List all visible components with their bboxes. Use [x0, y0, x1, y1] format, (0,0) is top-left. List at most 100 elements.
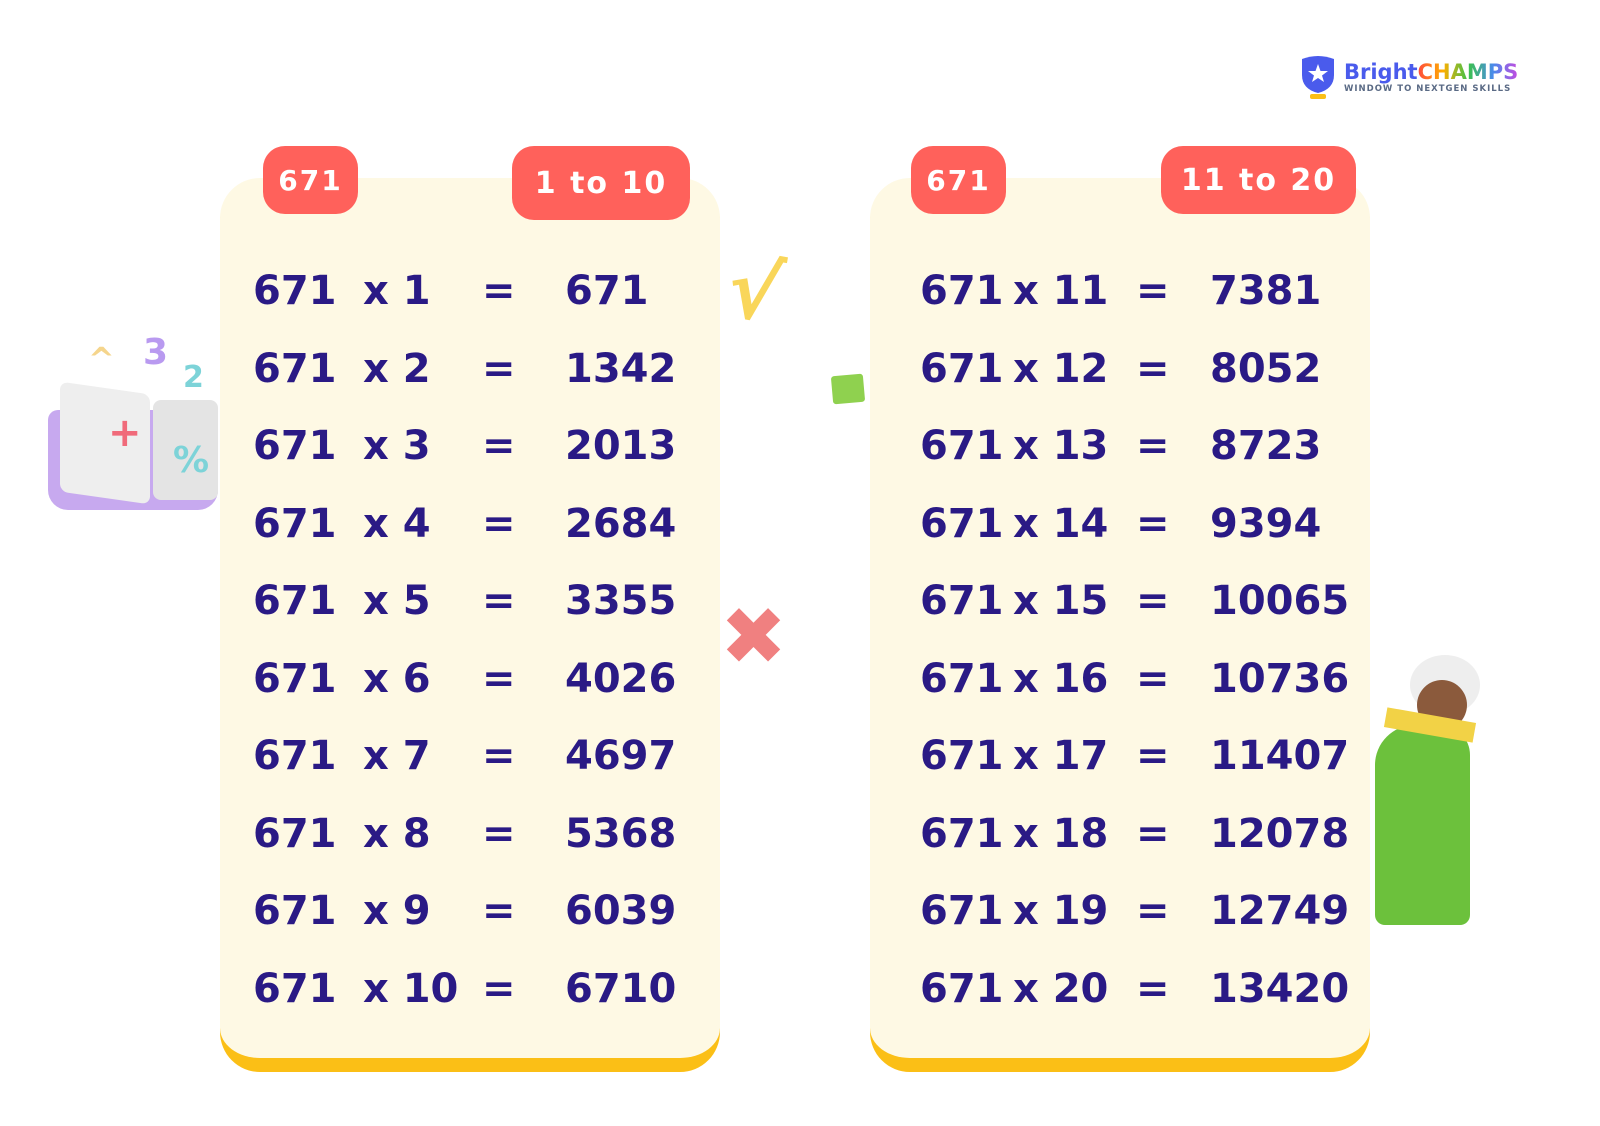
row-base: 671 — [253, 500, 337, 547]
row-result: 9394 — [1210, 500, 1322, 547]
row-base: 671 — [920, 655, 1004, 702]
row-result: 12749 — [1210, 888, 1350, 934]
row-base: 671 — [920, 810, 1004, 857]
table-row: 671 x 19 = 12749 — [870, 888, 1370, 966]
brand-name-champs: CHAMPS — [1417, 60, 1519, 84]
row-result: 4697 — [565, 733, 677, 779]
table-row: 671 x 14 = 9394 — [870, 501, 1370, 579]
table-row: 671 x 6 = 4026 — [220, 656, 720, 734]
book-illustration: + % 3 2 ^ — [48, 332, 218, 520]
table-row: 671 x 5 = 3355 — [220, 578, 720, 656]
row-mult: x 8 — [363, 810, 431, 857]
table-row: 671 x 8 = 5368 — [220, 811, 720, 889]
row-mult: x 15 — [1013, 578, 1109, 624]
table-row: 671 x 13 = 8723 — [870, 423, 1370, 501]
row-base: 671 — [253, 965, 337, 1012]
table-rows: 671 x 1 = 671 671 x 2 = 1342 671 x 3 = 2013 671 x 4 = 2… — [220, 268, 720, 1043]
row-base: 671 — [920, 345, 1004, 392]
multiply-shape: ✖ — [720, 590, 788, 683]
row-mult: x 17 — [1013, 733, 1109, 779]
row-base: 671 — [920, 423, 1004, 469]
table-row: 671 x 3 = 2013 — [220, 423, 720, 501]
row-result: 8052 — [1210, 345, 1322, 392]
row-result: 1342 — [565, 345, 677, 392]
row-eq: = — [482, 810, 516, 857]
row-eq: = — [1136, 578, 1170, 624]
row-eq: = — [482, 888, 516, 934]
row-mult: x 19 — [1013, 888, 1109, 934]
range-badge: 11 to 20 — [1161, 146, 1356, 214]
row-eq: = — [1136, 655, 1170, 702]
number-badge: 671 — [911, 146, 1006, 214]
brightchamps-logo: BrightCHAMPS WINDOW TO NEXTGEN SKILLS — [1300, 55, 1518, 99]
character-illustration — [1375, 655, 1505, 925]
table-row: 671 x 7 = 4697 — [220, 733, 720, 811]
brand-tagline: WINDOW TO NEXTGEN SKILLS — [1344, 84, 1512, 94]
row-result: 12078 — [1210, 810, 1350, 857]
table-row: 671 x 11 = 7381 — [870, 268, 1370, 346]
table-row: 671 x 16 = 10736 — [870, 656, 1370, 734]
row-mult: x 7 — [363, 733, 431, 779]
table-row: 671 x 4 = 2684 — [220, 501, 720, 579]
row-mult: x 13 — [1013, 423, 1109, 469]
row-eq: = — [1136, 345, 1170, 392]
row-base: 671 — [253, 888, 337, 934]
table-row: 671 x 15 = 10065 — [870, 578, 1370, 656]
row-result: 10065 — [1210, 578, 1350, 624]
row-eq: = — [1136, 965, 1170, 1012]
table-row: 671 x 10 = 6710 — [220, 966, 720, 1044]
row-result: 5368 — [565, 810, 677, 857]
row-eq: = — [482, 655, 516, 702]
row-result: 11407 — [1210, 733, 1350, 779]
row-result: 7381 — [1210, 268, 1322, 314]
row-base: 671 — [920, 500, 1004, 547]
table-row: 671 x 2 = 1342 — [220, 346, 720, 424]
row-eq: = — [1136, 500, 1170, 547]
row-base: 671 — [920, 888, 1004, 934]
row-eq: = — [482, 423, 516, 469]
row-mult: x 3 — [363, 423, 431, 469]
row-eq: = — [482, 500, 516, 547]
row-eq: = — [1136, 888, 1170, 934]
row-eq: = — [482, 965, 516, 1012]
row-base: 671 — [920, 268, 1004, 314]
row-result: 3355 — [565, 578, 677, 624]
row-base: 671 — [253, 423, 337, 469]
row-eq: = — [482, 733, 516, 779]
row-result: 2013 — [565, 423, 677, 469]
table-1-to-10-card: 671 x 1 = 671 671 x 2 = 1342 671 x 3 = 2013 671 x 4 = 2… — [220, 178, 720, 1068]
row-mult: x 20 — [1013, 965, 1109, 1012]
row-mult: x 6 — [363, 655, 431, 702]
table-row: 671 x 18 = 12078 — [870, 811, 1370, 889]
row-eq: = — [482, 345, 516, 392]
row-eq: = — [482, 268, 516, 314]
row-result: 10736 — [1210, 655, 1350, 702]
row-base: 671 — [253, 655, 337, 702]
row-mult: x 11 — [1013, 268, 1109, 314]
row-mult: x 4 — [363, 500, 431, 547]
row-mult: x 9 — [363, 888, 431, 934]
range-badge: 1 to 10 — [512, 146, 690, 220]
row-base: 671 — [253, 733, 337, 779]
row-result: 13420 — [1210, 965, 1350, 1012]
row-mult: x 5 — [363, 578, 431, 624]
table-rows: 671 x 11 = 7381 671 x 12 = 8052 671 x 13 = 8723 671 x… — [870, 268, 1370, 1043]
row-base: 671 — [253, 578, 337, 624]
shield-star-icon — [1302, 56, 1334, 99]
row-mult: x 18 — [1013, 810, 1109, 857]
row-eq: = — [1136, 268, 1170, 314]
row-eq: = — [1136, 423, 1170, 469]
row-base: 671 — [920, 733, 1004, 779]
row-eq: = — [1136, 733, 1170, 779]
table-row: 671 x 20 = 13420 — [870, 966, 1370, 1044]
table-row: 671 x 17 = 11407 — [870, 733, 1370, 811]
table-11-to-20-card: 671 x 11 = 7381 671 x 12 = 8052 671 x 13 = 8723 671 x… — [870, 178, 1370, 1068]
row-base: 671 — [253, 345, 337, 392]
row-mult: x 2 — [363, 345, 431, 392]
row-mult: x 1 — [363, 268, 431, 314]
row-result: 671 — [565, 268, 649, 314]
row-mult: x 12 — [1013, 345, 1109, 392]
brand-name-bright: Bright — [1344, 60, 1418, 84]
table-row: 671 x 9 = 6039 — [220, 888, 720, 966]
row-result: 6039 — [565, 888, 677, 934]
